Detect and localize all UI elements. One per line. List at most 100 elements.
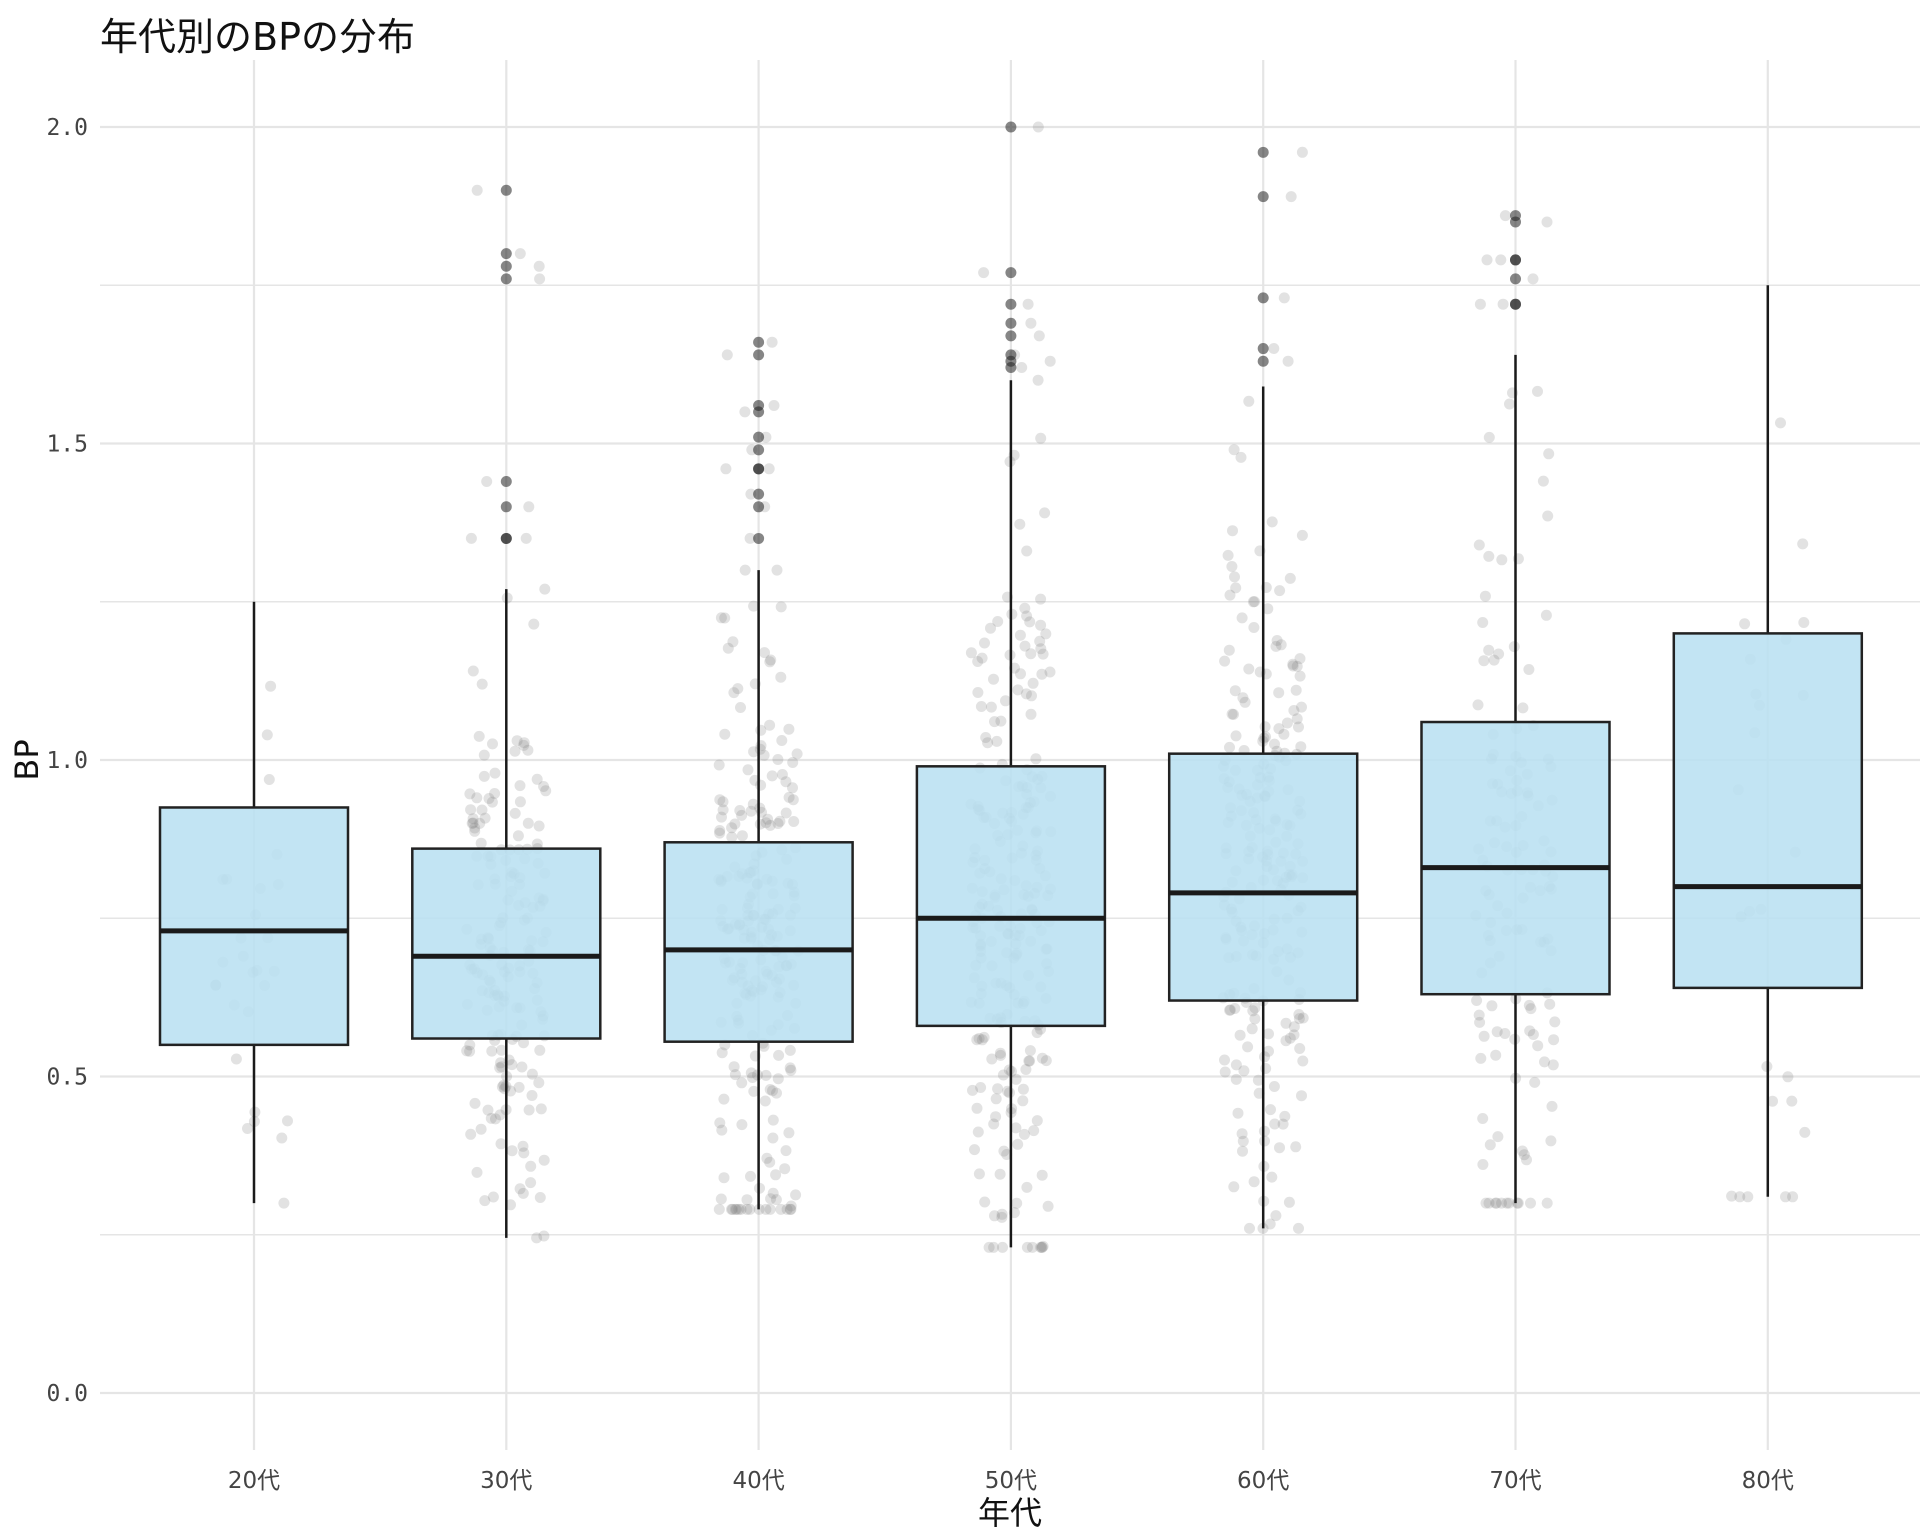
jitter-point	[1228, 708, 1239, 720]
jitter-point	[975, 701, 987, 712]
jitter-point	[969, 1144, 980, 1156]
x-tick-label: 50代	[985, 1468, 1037, 1494]
jitter-point	[716, 811, 727, 823]
jitter-point	[1539, 1056, 1550, 1068]
x-axis-title: 年代	[978, 1494, 1042, 1532]
jitter-point	[1024, 616, 1036, 628]
jitter-point	[513, 1081, 525, 1093]
jitter-point	[759, 1095, 771, 1107]
jitter-point	[1230, 1059, 1242, 1071]
jitter-point	[739, 564, 751, 576]
jitter-point	[719, 612, 731, 624]
y-tick-label: 0.5	[46, 1065, 88, 1091]
jitter-point	[759, 647, 770, 659]
jitter-point	[1296, 701, 1307, 713]
jitter-point	[1518, 1149, 1530, 1161]
box-iqr	[1167, 752, 1359, 1002]
jitter-point	[1294, 670, 1306, 682]
jitter-point	[1483, 550, 1495, 562]
jitter-point	[1290, 684, 1302, 696]
jitter-point	[1274, 585, 1286, 597]
jitter-point	[776, 769, 788, 780]
jitter-point	[978, 1031, 990, 1043]
outlier-point	[500, 532, 512, 544]
jitter-point	[729, 1203, 741, 1215]
jitter-point	[990, 1111, 1002, 1123]
jitter-point	[1517, 702, 1529, 714]
jitter-point	[494, 1062, 506, 1074]
jitter-point	[1021, 545, 1033, 557]
jitter-point	[1549, 1016, 1561, 1028]
jitter-point	[764, 656, 776, 668]
jitter-point	[525, 1160, 537, 1172]
jitter-point	[1288, 705, 1300, 716]
jitter-point	[1268, 1081, 1280, 1092]
jitter-point	[1543, 448, 1555, 460]
jitter-point	[471, 792, 483, 804]
jitter-point	[1529, 1076, 1541, 1088]
jitter-point	[1295, 741, 1307, 753]
jitter-point	[1036, 1241, 1048, 1253]
jitter-point	[722, 642, 734, 654]
jitter-point	[1001, 1149, 1013, 1160]
jitter-point	[1480, 1197, 1492, 1209]
jitter-point	[1296, 146, 1308, 158]
x-tick-label: 70代	[1489, 1468, 1541, 1494]
outlier-point	[500, 248, 512, 260]
jitter-point	[1228, 444, 1240, 456]
jitter-point	[995, 1049, 1007, 1061]
jitter-point	[478, 749, 490, 761]
axes: 0.0 0.5 1.0 1.5 2.0 20代 30代 40代 50代 60代 70代 80代	[46, 115, 1793, 1494]
jitter-point	[1248, 622, 1260, 633]
jitter-point	[988, 673, 999, 685]
jitter-point	[763, 463, 775, 475]
jitter-point	[494, 1109, 506, 1121]
jitter-point	[516, 1061, 528, 1073]
jitter-point	[764, 719, 776, 731]
jitter-point	[728, 687, 740, 699]
jitter-point	[483, 793, 495, 804]
jitter-point	[748, 746, 760, 758]
jitter-point	[1035, 619, 1047, 631]
jitter-point	[1259, 1051, 1270, 1063]
jitter-point	[1248, 1176, 1260, 1188]
jitter-point	[995, 715, 1007, 727]
jitter-point	[726, 831, 738, 843]
jitter-point	[976, 1034, 988, 1046]
jitter-point	[739, 406, 751, 418]
jitter-point	[1026, 690, 1037, 702]
jitter-point	[1284, 572, 1296, 584]
jitter-point	[982, 737, 994, 749]
jitter-point	[1224, 741, 1235, 753]
jitter-point	[464, 1045, 476, 1057]
jitter-point	[1230, 582, 1242, 594]
outlier-point	[753, 336, 765, 348]
jitter-point	[1036, 668, 1048, 680]
jitter-point	[764, 819, 776, 831]
jitter-point	[736, 809, 748, 821]
jitter-point	[1030, 753, 1042, 765]
jitter-point	[518, 1147, 530, 1159]
jitter-point	[1273, 687, 1285, 699]
jitter-point	[1734, 1191, 1746, 1203]
jitter-point	[1497, 298, 1509, 310]
outlier-point	[1510, 216, 1521, 228]
jitter-point	[1012, 684, 1024, 696]
jitter-point	[467, 665, 479, 677]
jitter-point	[997, 1069, 1009, 1081]
jitter-point	[1297, 1055, 1309, 1067]
jitter-point	[487, 738, 498, 750]
jitter-point	[972, 656, 984, 667]
jitter-point	[770, 1169, 782, 1181]
jitter-point	[505, 1085, 517, 1097]
jitter-point	[755, 724, 767, 736]
jitter-point	[1294, 1043, 1306, 1054]
jitter-point	[1478, 1030, 1490, 1042]
jitter-point	[1540, 609, 1552, 621]
jitter-point	[489, 788, 501, 799]
jitter-point	[1021, 1241, 1033, 1253]
jitter-point	[1483, 431, 1495, 443]
jitter-point	[744, 532, 756, 544]
jitter-point	[1280, 1017, 1292, 1029]
jitter-point	[533, 820, 545, 832]
